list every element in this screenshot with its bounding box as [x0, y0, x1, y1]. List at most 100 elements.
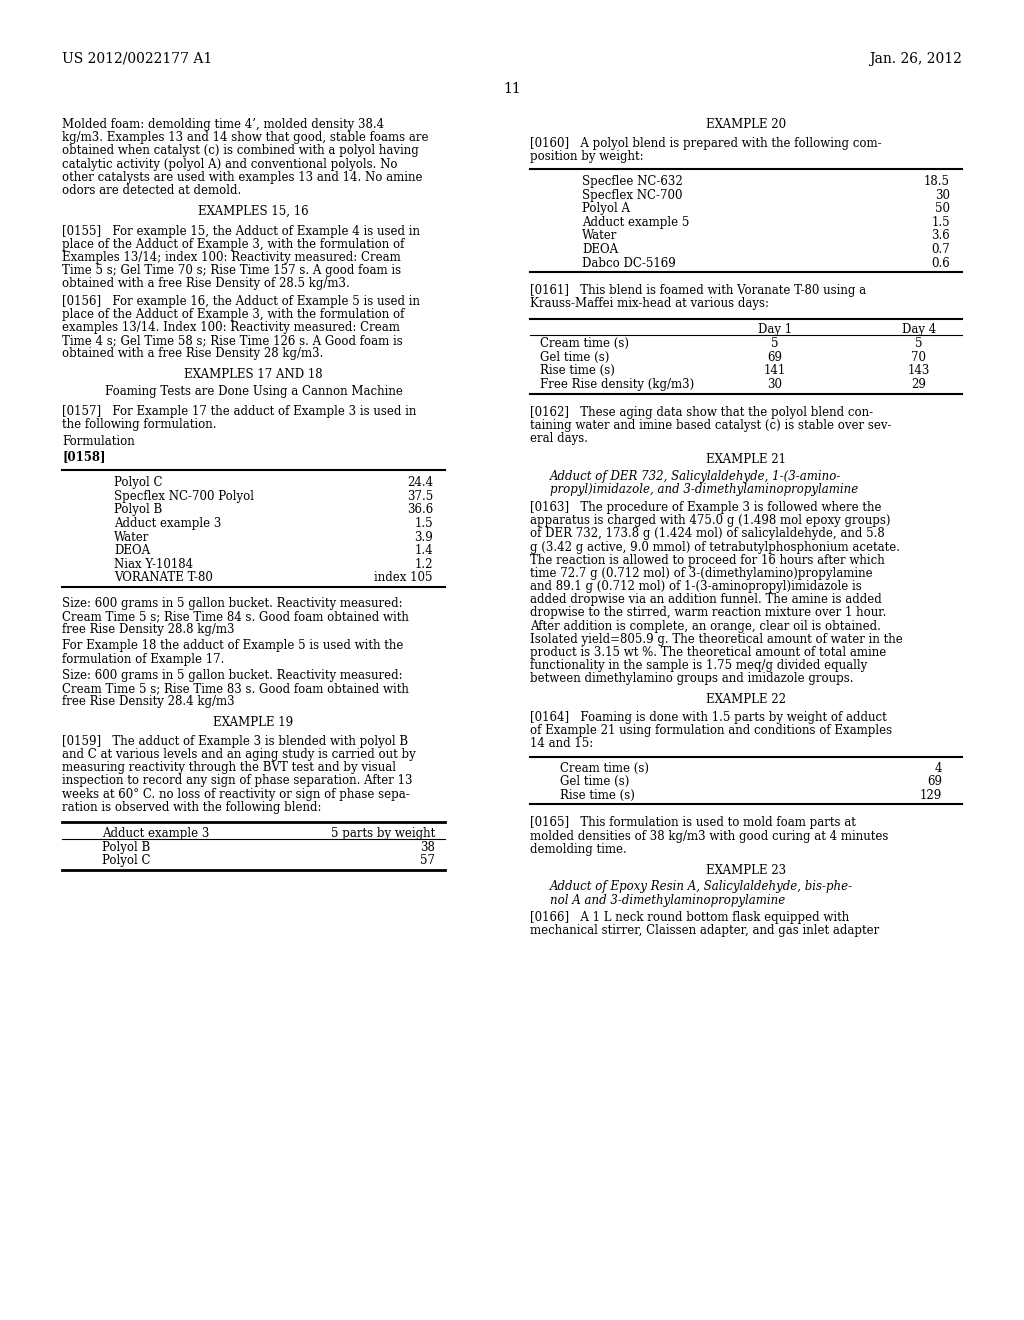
Text: 14 and 15:: 14 and 15: [530, 738, 593, 750]
Text: place of the Adduct of Example 3, with the formulation of: place of the Adduct of Example 3, with t… [62, 308, 404, 321]
Text: Foaming Tests are Done Using a Cannon Machine: Foaming Tests are Done Using a Cannon Ma… [104, 385, 402, 399]
Text: [0165]   This formulation is used to mold foam parts at: [0165] This formulation is used to mold … [530, 816, 856, 829]
Text: propyl)imidazole, and 3-dimethylaminopropylamine: propyl)imidazole, and 3-dimethylaminopro… [550, 483, 858, 496]
Text: DEOA: DEOA [114, 544, 151, 557]
Text: 1.5: 1.5 [932, 215, 950, 228]
Text: EXAMPLE 20: EXAMPLE 20 [706, 117, 786, 131]
Text: obtained with a free Rise Density of 28.5 kg/m3.: obtained with a free Rise Density of 28.… [62, 277, 350, 290]
Text: EXAMPLE 23: EXAMPLE 23 [706, 863, 786, 876]
Text: 1.5: 1.5 [415, 517, 433, 529]
Text: 69: 69 [767, 351, 782, 364]
Text: obtained with a free Rise Density 28 kg/m3.: obtained with a free Rise Density 28 kg/… [62, 347, 324, 360]
Text: Water: Water [582, 230, 617, 243]
Text: Size: 600 grams in 5 gallon bucket. Reactivity measured:: Size: 600 grams in 5 gallon bucket. Reac… [62, 669, 402, 682]
Text: dropwise to the stirred, warm reaction mixture over 1 hour.: dropwise to the stirred, warm reaction m… [530, 606, 887, 619]
Text: Time 5 s; Gel Time 70 s; Rise Time 157 s. A good foam is: Time 5 s; Gel Time 70 s; Rise Time 157 s… [62, 264, 401, 277]
Text: 3.9: 3.9 [415, 531, 433, 544]
Text: EXAMPLES 15, 16: EXAMPLES 15, 16 [199, 205, 309, 218]
Text: of Example 21 using formulation and conditions of Examples: of Example 21 using formulation and cond… [530, 725, 892, 737]
Text: EXAMPLE 19: EXAMPLE 19 [213, 717, 294, 730]
Text: DEOA: DEOA [582, 243, 618, 256]
Text: [0155]   For example 15, the Adduct of Example 4 is used in: [0155] For example 15, the Adduct of Exa… [62, 224, 420, 238]
Text: Polyol B: Polyol B [102, 841, 151, 854]
Text: weeks at 60° C. no loss of reactivity or sign of phase sepa-: weeks at 60° C. no loss of reactivity or… [62, 788, 410, 801]
Text: Specflee NC-632: Specflee NC-632 [582, 176, 683, 187]
Text: Cream Time 5 s; Rise Time 83 s. Good foam obtained with: Cream Time 5 s; Rise Time 83 s. Good foa… [62, 682, 409, 696]
Text: [0160]   A polyol blend is prepared with the following com-: [0160] A polyol blend is prepared with t… [530, 136, 882, 149]
Text: 24.4: 24.4 [407, 477, 433, 490]
Text: [0161]   This blend is foamed with Voranate T-80 using a: [0161] This blend is foamed with Voranat… [530, 284, 866, 297]
Text: 5: 5 [771, 337, 778, 350]
Text: obtained when catalyst (c) is combined with a polyol having: obtained when catalyst (c) is combined w… [62, 144, 419, 157]
Text: Formulation: Formulation [62, 436, 135, 447]
Text: VORANATE T-80: VORANATE T-80 [114, 572, 213, 585]
Text: [0159]   The adduct of Example 3 is blended with polyol B: [0159] The adduct of Example 3 is blende… [62, 735, 409, 748]
Text: and 89.1 g (0.712 mol) of 1-(3-aminopropyl)imidazole is: and 89.1 g (0.712 mol) of 1-(3-aminoprop… [530, 579, 862, 593]
Text: time 72.7 g (0.712 mol) of 3-(dimethylamino)propylamine: time 72.7 g (0.712 mol) of 3-(dimethylam… [530, 566, 872, 579]
Text: 30: 30 [767, 378, 782, 391]
Text: position by weight:: position by weight: [530, 149, 644, 162]
Text: Specflex NC-700 Polyol: Specflex NC-700 Polyol [114, 490, 254, 503]
Text: Adduct example 5: Adduct example 5 [582, 215, 689, 228]
Text: 129: 129 [920, 789, 942, 801]
Text: functionality in the sample is 1.75 meq/g divided equally: functionality in the sample is 1.75 meq/… [530, 659, 867, 672]
Text: Time 4 s; Gel Time 58 s; Rise Time 126 s. A Good foam is: Time 4 s; Gel Time 58 s; Rise Time 126 s… [62, 334, 402, 347]
Text: 0.7: 0.7 [931, 243, 950, 256]
Text: 36.6: 36.6 [407, 503, 433, 516]
Text: Polyol C: Polyol C [102, 854, 151, 867]
Text: between dimethylamino groups and imidazole groups.: between dimethylamino groups and imidazo… [530, 672, 853, 685]
Text: molded densities of 38 kg/m3 with good curing at 4 minutes: molded densities of 38 kg/m3 with good c… [530, 829, 889, 842]
Text: Isolated yield=805.9 g. The theoretical amount of water in the: Isolated yield=805.9 g. The theoretical … [530, 632, 903, 645]
Text: Gel time (s): Gel time (s) [560, 775, 630, 788]
Text: Rise time (s): Rise time (s) [540, 364, 614, 378]
Text: EXAMPLE 21: EXAMPLE 21 [706, 453, 786, 466]
Text: Adduct of DER 732, Salicylaldehyde, 1-(3-amino-: Adduct of DER 732, Salicylaldehyde, 1-(3… [550, 470, 842, 483]
Text: 29: 29 [911, 378, 927, 391]
Text: and C at various levels and an aging study is carried out by: and C at various levels and an aging stu… [62, 748, 416, 762]
Text: Polyol A: Polyol A [582, 202, 630, 215]
Text: 4: 4 [935, 762, 942, 775]
Text: formulation of Example 17.: formulation of Example 17. [62, 652, 224, 665]
Text: EXAMPLE 22: EXAMPLE 22 [706, 693, 786, 706]
Text: [0164]   Foaming is done with 1.5 parts by weight of adduct: [0164] Foaming is done with 1.5 parts by… [530, 711, 887, 725]
Text: 57: 57 [420, 854, 435, 867]
Text: 50: 50 [935, 202, 950, 215]
Text: Rise time (s): Rise time (s) [560, 789, 635, 801]
Text: 3.6: 3.6 [931, 230, 950, 243]
Text: Specflex NC-700: Specflex NC-700 [582, 189, 683, 202]
Text: US 2012/0022177 A1: US 2012/0022177 A1 [62, 51, 212, 66]
Text: [0157]   For Example 17 the adduct of Example 3 is used in: [0157] For Example 17 the adduct of Exam… [62, 405, 417, 417]
Text: product is 3.15 wt %. The theoretical amount of total amine: product is 3.15 wt %. The theoretical am… [530, 645, 886, 659]
Text: [0156]   For example 16, the Adduct of Example 5 is used in: [0156] For example 16, the Adduct of Exa… [62, 294, 420, 308]
Text: Cream time (s): Cream time (s) [560, 762, 649, 775]
Text: 70: 70 [911, 351, 927, 364]
Text: Dabco DC-5169: Dabco DC-5169 [582, 256, 676, 269]
Text: catalytic activity (polyol A) and conventional polyols. No: catalytic activity (polyol A) and conven… [62, 157, 397, 170]
Text: Cream time (s): Cream time (s) [540, 337, 629, 350]
Text: the following formulation.: the following formulation. [62, 417, 216, 430]
Text: Water: Water [114, 531, 150, 544]
Text: demolding time.: demolding time. [530, 842, 627, 855]
Text: Polyol B: Polyol B [114, 503, 162, 516]
Text: Adduct of Epoxy Resin A, Salicylaldehyde, bis-phe-: Adduct of Epoxy Resin A, Salicylaldehyde… [550, 880, 853, 894]
Text: [0158]: [0158] [62, 450, 105, 463]
Text: 143: 143 [907, 364, 930, 378]
Text: [0162]   These aging data show that the polyol blend con-: [0162] These aging data show that the po… [530, 405, 873, 418]
Text: 0.6: 0.6 [931, 256, 950, 269]
Text: free Rise Density 28.8 kg/m3: free Rise Density 28.8 kg/m3 [62, 623, 234, 636]
Text: 69: 69 [927, 775, 942, 788]
Text: The reaction is allowed to proceed for 16 hours after which: The reaction is allowed to proceed for 1… [530, 553, 885, 566]
Text: odors are detected at demold.: odors are detected at demold. [62, 183, 242, 197]
Text: mechanical stirrer, Claissen adapter, and gas inlet adapter: mechanical stirrer, Claissen adapter, an… [530, 924, 880, 937]
Text: 38: 38 [420, 841, 435, 854]
Text: kg/m3. Examples 13 and 14 show that good, stable foams are: kg/m3. Examples 13 and 14 show that good… [62, 131, 428, 144]
Text: Molded foam: demolding time 4’, molded density 38.4: Molded foam: demolding time 4’, molded d… [62, 117, 384, 131]
Text: Krauss-Maffei mix-head at various days:: Krauss-Maffei mix-head at various days: [530, 297, 769, 310]
Text: nol A and 3-dimethylaminopropylamine: nol A and 3-dimethylaminopropylamine [550, 894, 785, 907]
Text: eral days.: eral days. [530, 432, 588, 445]
Text: added dropwise via an addition funnel. The amine is added: added dropwise via an addition funnel. T… [530, 593, 882, 606]
Text: Adduct example 3: Adduct example 3 [102, 828, 209, 840]
Text: examples 13/14. Index 100: Reactivity measured: Cream: examples 13/14. Index 100: Reactivity me… [62, 321, 400, 334]
Text: free Rise Density 28.4 kg/m3: free Rise Density 28.4 kg/m3 [62, 696, 234, 708]
Text: After addition is complete, an orange, clear oil is obtained.: After addition is complete, an orange, c… [530, 619, 881, 632]
